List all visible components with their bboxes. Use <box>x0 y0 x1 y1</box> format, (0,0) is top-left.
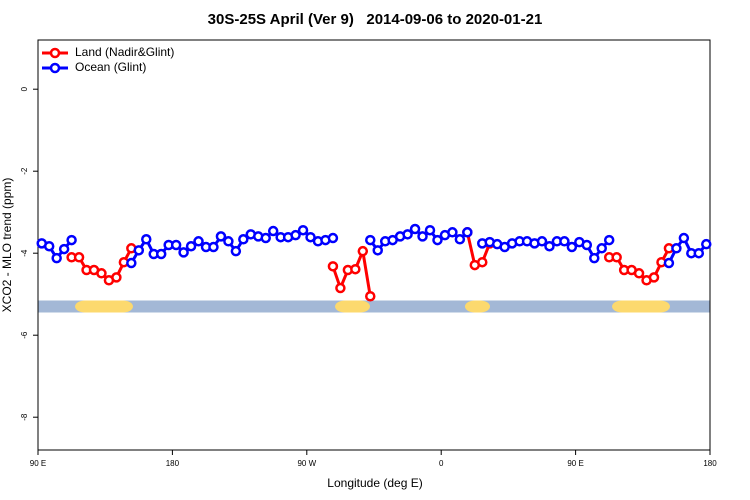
chart-title: 30S-25S April (Ver 9) 2014-09-06 to 2020… <box>208 11 543 28</box>
y-tick-label: -6 <box>20 331 29 339</box>
data-point <box>447 227 458 238</box>
data-point <box>193 236 204 247</box>
legend-item: Ocean (Glint) <box>42 60 146 74</box>
data-point <box>462 227 473 238</box>
data-point <box>126 257 137 269</box>
y-tick-label: -2 <box>20 167 29 175</box>
x-axis-label: Longitude (deg E) <box>327 476 422 490</box>
x-tick-label: 90 E <box>567 459 583 468</box>
legend-label: Ocean (Glint) <box>75 60 146 74</box>
y-axis-label: XCO2 - MLO trend (ppm) <box>0 178 14 313</box>
data-point <box>267 225 279 237</box>
data-point <box>260 232 271 244</box>
data-point <box>701 238 712 250</box>
data-point <box>297 224 309 236</box>
x-tick-label: 180 <box>166 459 180 468</box>
data-point <box>365 234 376 246</box>
data-point <box>133 245 145 256</box>
x-tick-label: 180 <box>703 459 717 468</box>
data-point <box>327 232 339 244</box>
data-point <box>559 236 570 247</box>
data-point <box>178 247 189 258</box>
data-point <box>51 252 62 264</box>
land-segment <box>612 300 670 313</box>
legend-item: Land (Nadir&Glint) <box>42 45 174 59</box>
data-point <box>663 257 675 269</box>
data-point <box>170 239 182 251</box>
data-point <box>417 231 428 242</box>
data-point <box>66 234 77 246</box>
data-point <box>536 236 548 247</box>
data-point <box>611 252 622 263</box>
data-point <box>648 272 660 283</box>
data-point <box>238 234 249 245</box>
data-point <box>43 240 55 252</box>
y-tick-label: -8 <box>20 413 29 421</box>
x-tick-label: 90 W <box>297 459 316 468</box>
ocean-strip <box>38 300 710 313</box>
data-point <box>424 224 436 236</box>
land-segment <box>335 300 370 313</box>
data-point <box>223 236 234 247</box>
land-segment <box>75 300 133 313</box>
data-point <box>111 272 122 283</box>
data-point <box>596 243 607 254</box>
data-point <box>477 256 488 268</box>
y-tick-label: -4 <box>20 249 29 257</box>
data-point <box>357 245 369 257</box>
data-point <box>335 282 346 294</box>
x-tick-label: 90 E <box>30 459 46 468</box>
data-point <box>327 261 339 272</box>
data-point <box>678 232 690 244</box>
data-point <box>365 291 376 302</box>
data-point <box>544 240 555 252</box>
data-point <box>96 268 107 279</box>
data-point <box>409 223 421 235</box>
data-point <box>671 243 682 254</box>
data-point <box>432 234 443 246</box>
data-point <box>305 231 316 243</box>
legend-label: Land (Nadir&Glint) <box>75 45 174 59</box>
data-point <box>372 245 383 256</box>
land-segment <box>464 300 491 313</box>
data-point <box>58 243 70 255</box>
data-point <box>589 252 600 264</box>
x-tick-label: 0 <box>439 459 444 468</box>
data-point <box>290 229 301 241</box>
data-point <box>208 241 219 253</box>
data-point <box>454 234 466 245</box>
data-point <box>185 240 197 252</box>
y-tick-label: 0 <box>20 86 29 91</box>
data-point <box>693 247 705 259</box>
data-point <box>350 263 361 275</box>
data-point <box>141 234 152 245</box>
data-point <box>155 248 167 260</box>
data-point <box>633 268 645 279</box>
data-point <box>566 241 578 253</box>
data-point <box>73 252 85 263</box>
data-point <box>230 245 242 257</box>
legend-marker <box>49 47 61 59</box>
data-point <box>603 234 615 246</box>
data-point <box>215 231 227 242</box>
data-point <box>402 229 413 240</box>
data-point <box>581 239 593 251</box>
legend-marker <box>49 62 61 74</box>
